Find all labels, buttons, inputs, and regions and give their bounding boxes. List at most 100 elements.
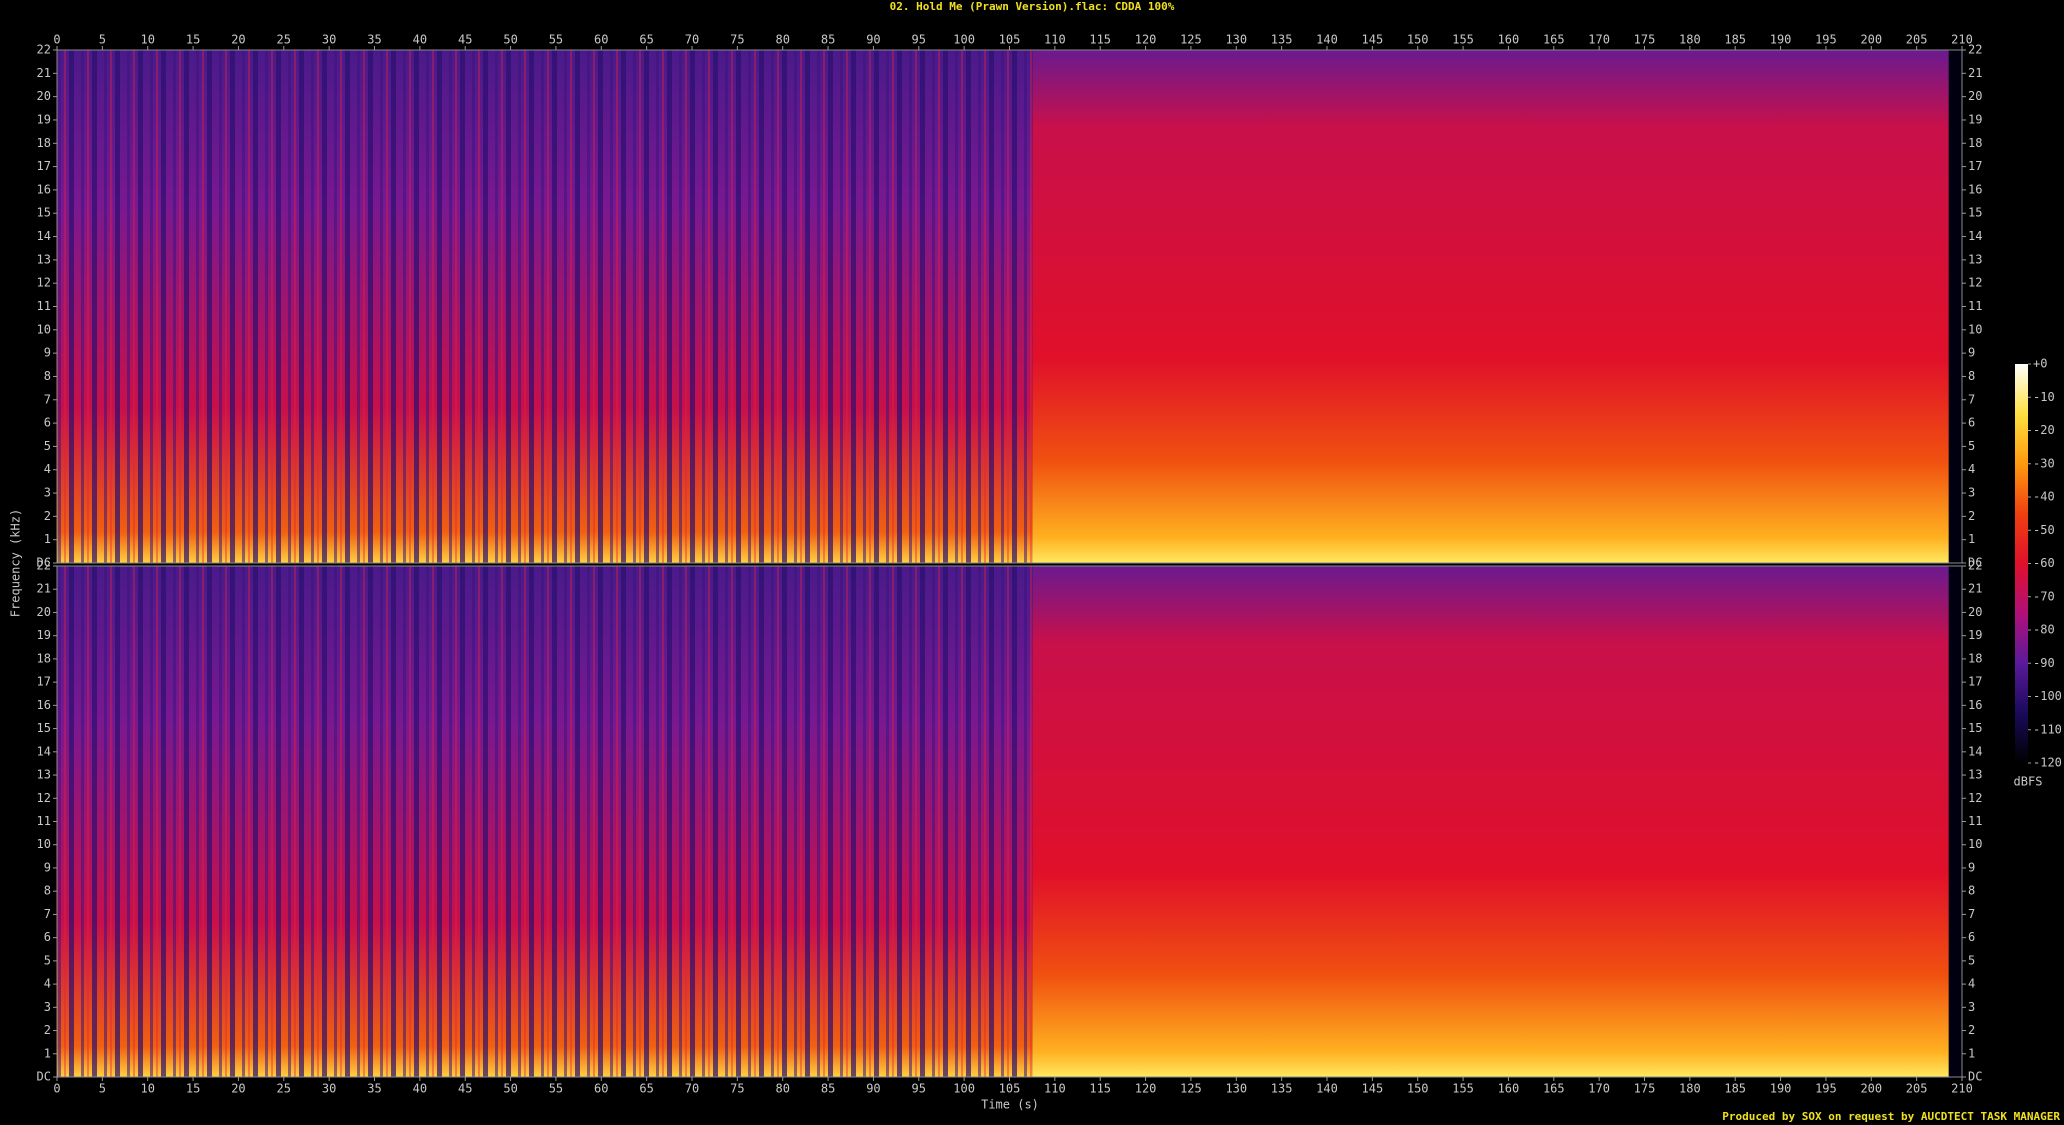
y-tick-label: 9 <box>44 860 51 874</box>
y-tick-label: 13 <box>37 768 51 782</box>
x-tick-label: 80 <box>775 33 789 47</box>
footer: Produced by SOX on request by AUCDTECT T… <box>1722 1110 2060 1123</box>
x-tick-label: 130 <box>1225 33 1247 47</box>
y-tick-label: 7 <box>1968 907 1975 921</box>
x-tick-label: 170 <box>1588 33 1610 47</box>
y-tick-label: 19 <box>37 628 51 642</box>
y-tick-label: 13 <box>1968 768 1982 782</box>
y-tick-label: 2 <box>44 509 51 523</box>
x-tick-label: 50 <box>503 1082 517 1096</box>
x-tick-label: 140 <box>1316 1082 1338 1096</box>
x-tick-label: 205 <box>1906 1082 1928 1096</box>
x-tick-label: 165 <box>1543 1082 1565 1096</box>
x-tick-label: 145 <box>1362 1082 1384 1096</box>
x-tick-label: 20 <box>231 1082 245 1096</box>
x-tick-label: 125 <box>1180 1082 1202 1096</box>
x-tick-label: 10 <box>140 33 154 47</box>
y-tick-label: 11 <box>37 814 51 828</box>
colorbar-tick-label: -30 <box>2033 456 2055 470</box>
y-tick-label: 14 <box>37 744 51 758</box>
y-tick-label: 2 <box>44 1023 51 1037</box>
y-tick-label: 3 <box>44 1000 51 1014</box>
x-tick-label: 180 <box>1679 33 1701 47</box>
x-tick-label: 135 <box>1271 1082 1293 1096</box>
y-tick-label: 16 <box>1968 182 1982 196</box>
y-tick-label: 12 <box>1968 276 1982 290</box>
y-tick-label: 7 <box>1968 392 1975 406</box>
x-tick-label: 115 <box>1089 1082 1111 1096</box>
x-tick-label: 90 <box>866 1082 880 1096</box>
y-tick-label: 16 <box>1968 698 1982 712</box>
y-tick-label: 17 <box>37 159 51 173</box>
x-tick-label: 80 <box>775 1082 789 1096</box>
colorbar-tick-label: -50 <box>2033 523 2055 537</box>
y-tick-label: 20 <box>37 89 51 103</box>
x-tick-label: 170 <box>1588 1082 1610 1096</box>
y-tick-label: 6 <box>1968 930 1975 944</box>
x-tick-label: 175 <box>1634 1082 1656 1096</box>
spectrogram-loud <box>1032 50 1949 563</box>
y-tick-label: 17 <box>37 675 51 689</box>
x-tick-label: 25 <box>277 1082 291 1096</box>
colorbar-tick-label: -100 <box>2033 689 2062 703</box>
x-tick-label: 200 <box>1860 33 1882 47</box>
x-tick-label: 195 <box>1815 33 1837 47</box>
y-tick-label: 21 <box>1968 66 1982 80</box>
x-tick-label: 65 <box>639 1082 653 1096</box>
x-tick-label: 0 <box>53 33 60 47</box>
y-tick-label: 21 <box>37 582 51 596</box>
y-tick-label: DC <box>1968 1070 1982 1084</box>
x-tick-label: 200 <box>1860 1082 1882 1096</box>
y-tick-label: 15 <box>37 721 51 735</box>
y-tick-label: 4 <box>44 462 51 476</box>
y-tick-label: 6 <box>44 416 51 430</box>
x-tick-label: 100 <box>953 33 975 47</box>
y-tick-label: 22 <box>37 43 51 57</box>
colorbar-tick-label: -90 <box>2033 656 2055 670</box>
y-tick-label: 13 <box>37 252 51 266</box>
colorbar-tick-label: -70 <box>2033 589 2055 603</box>
x-tick-label: 60 <box>594 33 608 47</box>
y-tick-label: 6 <box>44 930 51 944</box>
y-tick-label: 21 <box>1968 582 1982 596</box>
y-tick-label: 2 <box>1968 1023 1975 1037</box>
y-tick-label: 8 <box>44 369 51 383</box>
x-tick-label: 180 <box>1679 1082 1701 1096</box>
spectrogram-texture <box>57 566 1033 1077</box>
x-tick-label: 150 <box>1407 33 1429 47</box>
y-tick-label: 22 <box>1968 559 1982 573</box>
x-tick-label: 40 <box>413 1082 427 1096</box>
y-tick-label: 18 <box>1968 136 1982 150</box>
y-tick-label: 5 <box>1968 439 1975 453</box>
x-tick-label: 75 <box>730 1082 744 1096</box>
y-tick-label: 8 <box>1968 369 1975 383</box>
colorbar <box>2015 364 2028 763</box>
x-tick-label: 40 <box>413 33 427 47</box>
y-tick-label: 20 <box>1968 605 1982 619</box>
x-tick-label: 155 <box>1452 1082 1474 1096</box>
colorbar-tick-label: -20 <box>2033 423 2055 437</box>
x-tick-label: 205 <box>1906 33 1928 47</box>
y-tick-label: 5 <box>44 439 51 453</box>
y-tick-label: 9 <box>1968 860 1975 874</box>
x-tick-label: 35 <box>367 1082 381 1096</box>
y-tick-label: 17 <box>1968 675 1982 689</box>
x-tick-label: 95 <box>912 33 926 47</box>
x-tick-label: 160 <box>1498 33 1520 47</box>
x-tick-label: 30 <box>322 1082 336 1096</box>
x-tick-label: 15 <box>186 1082 200 1096</box>
y-tick-label: 8 <box>1968 884 1975 898</box>
y-tick-label: 4 <box>1968 977 1975 991</box>
y-tick-label: 18 <box>37 136 51 150</box>
y-tick-label: 16 <box>37 698 51 712</box>
x-tick-label: 185 <box>1724 33 1746 47</box>
x-tick-label: 105 <box>999 1082 1021 1096</box>
y-tick-label: 10 <box>37 837 51 851</box>
y-tick-label: 20 <box>1968 89 1982 103</box>
x-tick-label: 210 <box>1951 33 1973 47</box>
y-tick-label: 10 <box>1968 837 1982 851</box>
y-tick-label: 19 <box>1968 112 1982 126</box>
x-tick-label: 75 <box>730 33 744 47</box>
x-tick-label: 155 <box>1452 33 1474 47</box>
y-tick-label: DC <box>1968 556 1982 570</box>
